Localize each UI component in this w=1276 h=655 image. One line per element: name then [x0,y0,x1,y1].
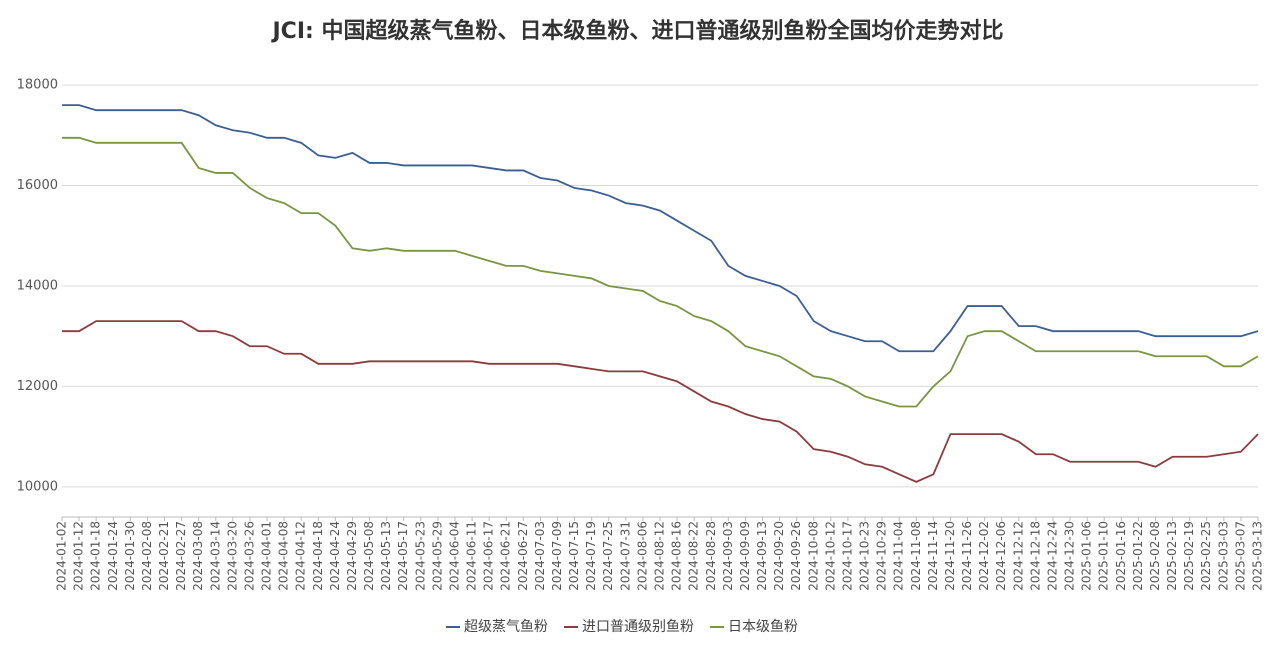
x-tick-label: 2024-08-28 [704,521,718,591]
x-tick-label: 2024-01-12 [72,521,86,591]
line [62,320,1259,483]
x-tick-label: 2024-08-22 [687,521,701,591]
x-tick-label: 2024-11-26 [960,521,974,591]
x-tick-label: 2024-09-03 [721,521,735,591]
x-tick-label: 2024-07-09 [550,521,564,591]
x-tick-label: 2024-05-13 [379,521,393,591]
y-tick-label: 12000 [17,379,58,394]
x-tick-label: 2024-01-30 [123,521,137,591]
x-tick-label: 2024-08-16 [670,521,684,591]
x-tick-label: 2024-04-29 [345,521,359,591]
x-tick-label: 2024-01-02 [55,521,69,591]
x-tick-label: 2024-01-24 [106,521,120,591]
x-tick-label: 2024-10-23 [858,521,872,591]
x-tick-label: 2024-06-11 [465,521,479,591]
x-tick-label: 2024-08-12 [653,521,667,591]
x-tick-label: 2024-04-24 [328,521,342,591]
x-tick-label: 2024-09-20 [772,521,786,591]
x-tick-label: 2025-01-22 [1131,521,1145,591]
x-tick-label: 2025-03-03 [1216,521,1230,591]
x-tick-label: 2024-07-15 [567,521,581,591]
x-tick-label: 2025-01-10 [1097,521,1111,591]
x-tick-label: 2024-12-30 [1063,521,1077,591]
x-tick-label: 2025-03-13 [1251,521,1265,591]
x-tick-label: 2025-03-07 [1233,521,1247,591]
x-tick-label: 2024-02-21 [157,521,171,591]
x-tick-label: 2024-03-08 [191,521,205,591]
x-tick-label: 2024-04-08 [277,521,291,591]
x-tick-label: 2024-05-08 [362,521,376,591]
x-tick-label: 2024-03-26 [242,521,256,591]
x-tick-label: 2024-12-24 [1045,521,1059,591]
x-tick-label: 2024-12-02 [977,521,991,591]
x-tick-label: 2025-01-06 [1080,521,1094,591]
x-tick-label: 2024-10-17 [840,521,854,591]
x-tick-label: 2024-11-08 [909,521,923,591]
x-tick-label: 2024-08-06 [635,521,649,591]
x-tick-label: 2024-10-12 [823,521,837,591]
x-tick-label: 2024-06-21 [499,521,513,591]
x-tick-label: 2024-05-29 [430,521,444,591]
x-tick-label: 2024-02-08 [140,521,154,591]
legend-label: 日本级鱼粉 [728,618,798,635]
x-tick-label: 2024-10-08 [806,521,820,591]
line [62,104,1259,353]
x-tick-label: 2024-07-03 [533,521,547,591]
x-tick-label: 2024-03-20 [225,521,239,591]
x-tick-label: 2024-07-19 [584,521,598,591]
x-tick-label: 2024-11-04 [892,521,906,591]
x-tick-label: 2025-02-19 [1182,521,1196,591]
y-tick-label: 10000 [17,479,58,494]
x-tick-label: 2024-06-04 [447,521,461,591]
x-tick-label: 2024-11-14 [926,521,940,591]
legend-label: 超级蒸气鱼粉 [464,618,548,635]
x-tick-label: 2024-12-06 [994,521,1008,591]
x-tick-label: 2024-07-25 [601,521,615,591]
x-tick-label: 2024-11-20 [943,521,957,591]
x-tick-label: 2024-12-12 [1011,521,1025,591]
y-tick-label: 16000 [17,178,58,193]
x-tick-label: 2024-05-23 [413,521,427,591]
x-tick-label: 2025-01-16 [1114,521,1128,591]
x-tick-label: 2024-10-29 [875,521,889,591]
x-tick-label: 2024-04-01 [260,521,274,591]
legend-label: 进口普通级别鱼粉 [582,618,694,635]
y-tick-label: 14000 [17,278,58,293]
x-tick-label: 2024-07-31 [618,521,632,591]
x-tick-label: 2024-04-12 [294,521,308,591]
x-tick-label: 2024-09-13 [755,521,769,591]
x-tick-label: 2024-09-09 [738,521,752,591]
x-tick-label: 2024-01-18 [89,521,103,591]
x-tick-label: 2025-02-13 [1165,521,1179,591]
x-tick-label: 2024-03-14 [208,521,222,591]
y-tick-label: 18000 [17,78,58,93]
x-tick-label: 2025-02-25 [1199,521,1213,591]
x-tick-label: 2024-12-18 [1028,521,1042,591]
x-tick-label: 2024-05-17 [396,521,410,591]
chart-title: JCI: 中国超级蒸气鱼粉、日本级鱼粉、进口普通级别鱼粉全国均价走势对比 [271,18,1004,44]
x-tick-label: 2024-09-26 [789,521,803,591]
x-tick-label: 2024-04-18 [311,521,325,591]
x-tick-label: 2025-02-08 [1148,521,1162,591]
x-tick-label: 2024-06-27 [516,521,530,591]
x-tick-label: 2024-06-17 [482,521,496,591]
x-tick-label: 2024-02-27 [174,521,188,591]
line [62,136,1259,408]
